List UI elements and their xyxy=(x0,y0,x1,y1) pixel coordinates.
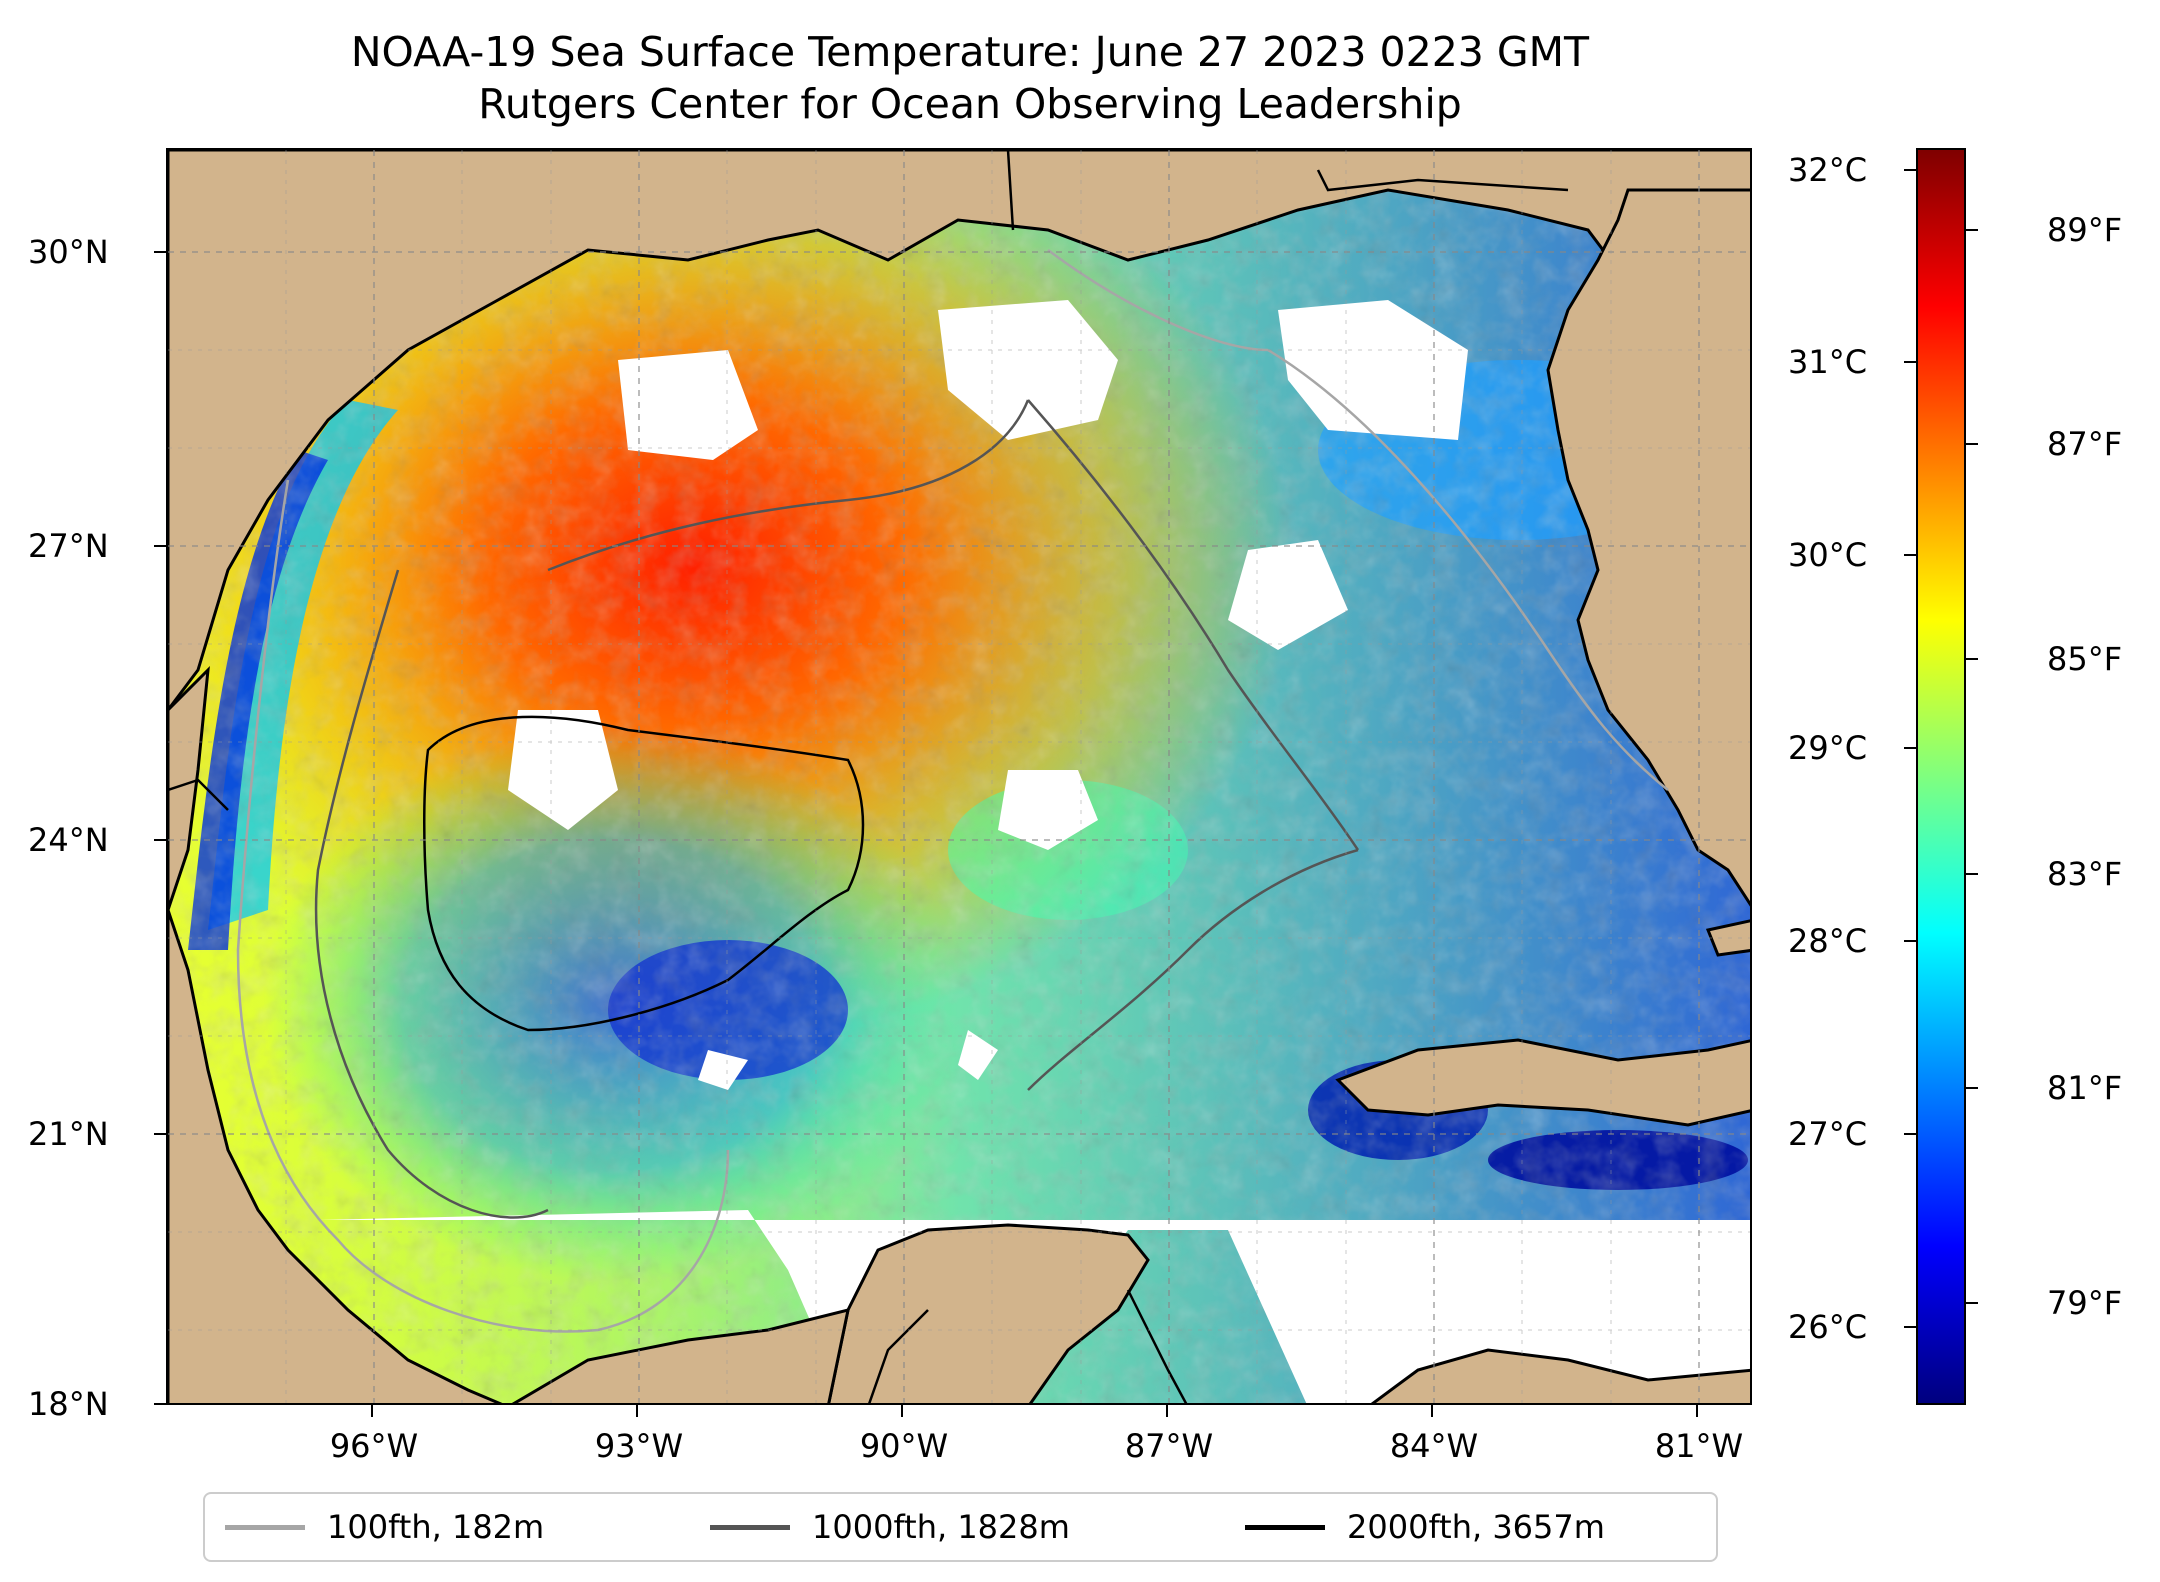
colorbar-tick xyxy=(1966,443,1978,445)
lon-tick xyxy=(1166,1405,1168,1417)
lat-tick xyxy=(154,839,166,841)
colorbar-celsius-label: 26°C xyxy=(1788,1308,1868,1346)
colorbar-tick xyxy=(1966,1302,1978,1304)
contour-1000fth xyxy=(314,399,1360,1219)
colorbar-tick xyxy=(1966,1087,1978,1089)
map-title: NOAA-19 Sea Surface Temperature: June 27… xyxy=(350,28,1590,76)
lat-label-18n: 18°N xyxy=(28,1385,109,1423)
colorbar-tick xyxy=(1966,658,1978,660)
colorbar-fahrenheit-label: 89°F xyxy=(2047,211,2123,249)
colorbar-tick xyxy=(1904,940,1916,942)
lon-tick xyxy=(1696,1405,1698,1417)
colorbar-celsius-label: 28°C xyxy=(1788,922,1868,960)
colorbar-fahrenheit-label: 85°F xyxy=(2047,640,2123,678)
sst-map xyxy=(166,148,1752,1405)
legend-label: 100fth, 182m xyxy=(327,1508,545,1546)
colorbar-tick xyxy=(1966,873,1978,875)
lon-label-87w: 87°W xyxy=(1124,1427,1214,1465)
colorbar-tick xyxy=(1904,1326,1916,1328)
colorbar-tick xyxy=(1966,229,1978,231)
gridlines xyxy=(168,150,1750,1403)
colorbar-tick xyxy=(1904,747,1916,749)
legend-item-1000fth: 1000fth, 1828m xyxy=(710,1494,1070,1560)
lon-label-90w: 90°W xyxy=(859,1427,949,1465)
colorbar-tick xyxy=(1904,554,1916,556)
colorbar-tick xyxy=(1904,361,1916,363)
lat-tick xyxy=(154,1403,166,1405)
colorbar-fahrenheit-label: 79°F xyxy=(2047,1284,2123,1322)
lon-tick xyxy=(1431,1405,1433,1417)
colorbar-celsius-label: 31°C xyxy=(1788,343,1868,381)
lat-tick xyxy=(154,1133,166,1135)
colorbar-celsius-label: 27°C xyxy=(1788,1115,1868,1153)
colorbar-fahrenheit-label: 87°F xyxy=(2047,425,2123,463)
lat-tick xyxy=(154,251,166,253)
lon-label-96w: 96°W xyxy=(329,1427,419,1465)
lon-tick xyxy=(371,1405,373,1417)
legend-item-2000fth: 2000fth, 3657m xyxy=(1245,1494,1605,1560)
legend-swatch xyxy=(710,1524,790,1530)
lat-label-30n: 30°N xyxy=(28,233,109,271)
legend-label: 2000fth, 3657m xyxy=(1347,1508,1605,1546)
lon-label-93w: 93°W xyxy=(594,1427,684,1465)
colorbar-tick xyxy=(1904,1133,1916,1135)
lat-tick xyxy=(154,545,166,547)
lon-label-81w: 81°W xyxy=(1654,1427,1744,1465)
legend-label: 1000fth, 1828m xyxy=(812,1508,1070,1546)
lat-label-27n: 27°N xyxy=(28,527,109,565)
map-subtitle: Rutgers Center for Ocean Observing Leade… xyxy=(478,80,1462,128)
colorbar-celsius-label: 30°C xyxy=(1788,536,1868,574)
colorbar xyxy=(1916,148,1966,1405)
colorbar-celsius-label: 32°C xyxy=(1788,151,1868,189)
colorbar-tick xyxy=(1904,169,1916,171)
legend-swatch xyxy=(1245,1524,1325,1530)
contours xyxy=(236,248,1669,1333)
contour-legend: 100fth, 182m 1000fth, 1828m 2000fth, 365… xyxy=(203,1492,1718,1562)
contour-2000fth xyxy=(423,715,865,1032)
colorbar-fahrenheit-label: 83°F xyxy=(2047,855,2123,893)
legend-swatch xyxy=(225,1524,305,1530)
colorbar-celsius-label: 29°C xyxy=(1788,729,1868,767)
lon-label-84w: 84°W xyxy=(1389,1427,1479,1465)
legend-item-100fth: 100fth, 182m xyxy=(225,1494,544,1560)
borders xyxy=(168,150,1569,1403)
lon-tick xyxy=(636,1405,638,1417)
colorbar-fahrenheit-label: 81°F xyxy=(2047,1069,2123,1107)
lat-label-21n: 21°N xyxy=(28,1115,109,1153)
lon-tick xyxy=(901,1405,903,1417)
lat-label-24n: 24°N xyxy=(28,821,109,859)
